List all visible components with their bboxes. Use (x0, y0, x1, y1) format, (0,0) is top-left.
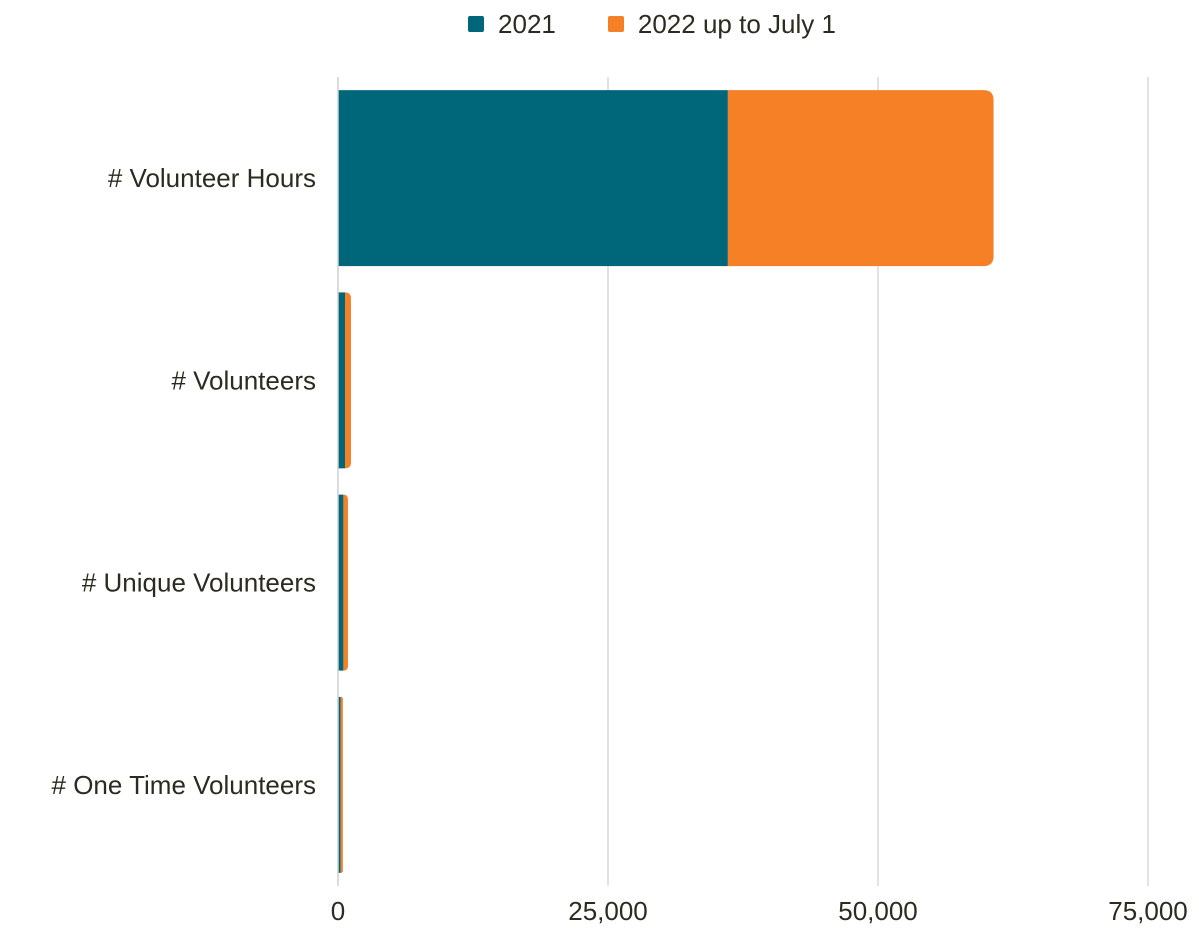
bar-2021-0 (338, 90, 728, 267)
bar-2022-3 (340, 696, 343, 873)
x-tick-label-3: 75,000 (1108, 896, 1188, 926)
bar-2022-0 (727, 90, 994, 267)
x-tick-label-2: 50,000 (838, 896, 918, 926)
category-label-3: # One Time Volunteers (52, 770, 316, 800)
legend-swatch-2022 (607, 16, 624, 32)
legend-label-2021: 2021 (498, 8, 556, 39)
bar-2021-1 (338, 292, 346, 469)
x-tick-label-1: 25,000 (568, 896, 648, 926)
bar-2022-2 (343, 494, 348, 671)
x-tick-label-0: 0 (331, 896, 345, 926)
legend-label-2022: 2022 up to July 1 (637, 8, 836, 39)
bar-2021-2 (338, 494, 344, 671)
category-label-2: # Unique Volunteers (82, 568, 316, 598)
category-label-0: # Volunteer Hours (108, 163, 316, 193)
bar-2021-3 (338, 696, 341, 873)
legend-item-2021: 2021 (468, 9, 556, 40)
category-label-1: # Volunteers (171, 365, 316, 395)
chart-legend: 2021 2022 up to July 1 (0, 6, 1199, 42)
legend-swatch-2021 (468, 16, 485, 32)
legend-item-2022: 2022 up to July 1 (607, 8, 836, 40)
bar-2022-1 (345, 292, 351, 469)
